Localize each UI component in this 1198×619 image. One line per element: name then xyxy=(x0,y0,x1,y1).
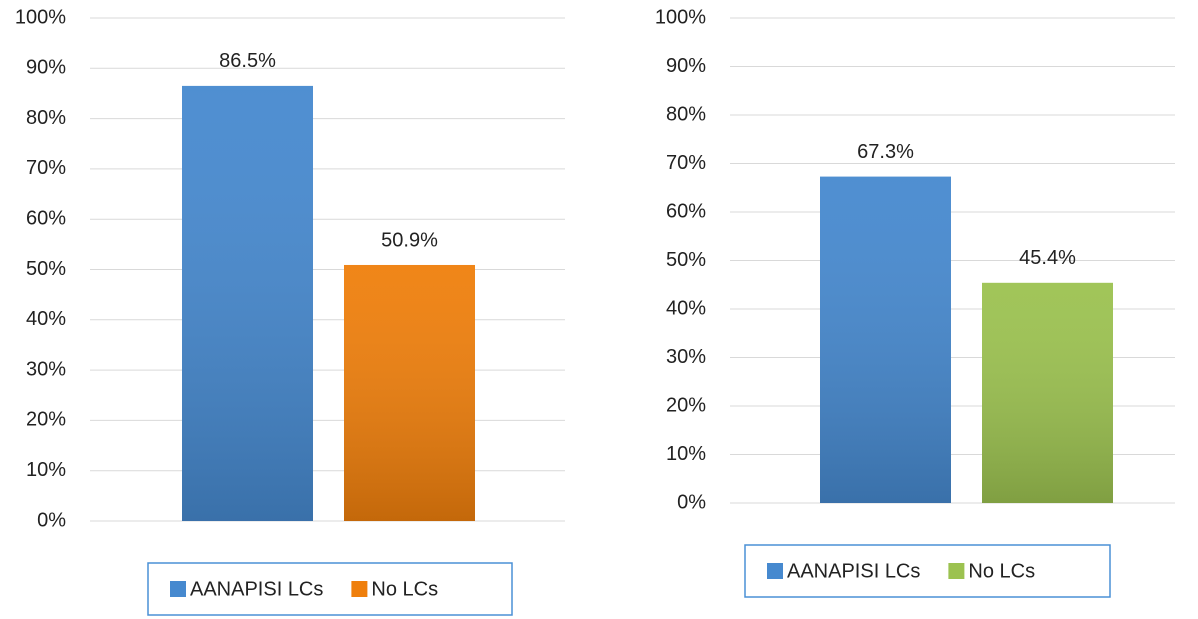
y-tick-label: 70% xyxy=(26,157,66,179)
y-tick-label: 90% xyxy=(26,57,66,79)
legend-label: AANAPISI LCs xyxy=(190,578,323,600)
y-tick-label: 0% xyxy=(677,491,706,513)
legend-label: No LCs xyxy=(968,560,1035,582)
y-tick-label: 20% xyxy=(666,394,706,416)
legend-box xyxy=(147,562,513,616)
data-label: 67.3% xyxy=(857,141,914,163)
legend-swatch xyxy=(170,581,186,597)
y-tick-label: 60% xyxy=(26,207,66,229)
legend-label: No LCs xyxy=(371,578,438,600)
y-tick-label: 100% xyxy=(15,6,66,28)
y-tick-label: 100% xyxy=(655,6,706,28)
y-tick-label: 60% xyxy=(666,200,706,222)
y-tick-label: 40% xyxy=(26,308,66,330)
data-label: 50.9% xyxy=(381,229,438,251)
y-tick-label: 40% xyxy=(666,297,706,319)
y-tick-label: 50% xyxy=(26,258,66,280)
y-tick-label: 80% xyxy=(26,107,66,129)
y-tick-label: 10% xyxy=(666,443,706,465)
y-tick-label: 10% xyxy=(26,459,66,481)
legend-box xyxy=(744,544,1111,598)
y-tick-label: 80% xyxy=(666,103,706,125)
y-tick-label: 90% xyxy=(666,55,706,77)
y-tick-label: 50% xyxy=(666,249,706,271)
legend-label: AANAPISI LCs xyxy=(787,560,920,582)
legend-swatch xyxy=(351,581,368,597)
bar-shade xyxy=(820,176,951,503)
y-tick-label: 30% xyxy=(26,358,66,380)
y-tick-label: 20% xyxy=(26,409,66,431)
bar-shade xyxy=(182,85,313,521)
bar-shade xyxy=(982,282,1113,503)
y-tick-label: 70% xyxy=(666,152,706,174)
legend-swatch xyxy=(767,563,783,579)
legend-swatch xyxy=(948,563,965,579)
data-label: 45.4% xyxy=(1019,247,1076,269)
bar-shade xyxy=(344,264,475,521)
data-label: 86.5% xyxy=(219,50,276,72)
y-tick-label: 0% xyxy=(37,509,66,531)
y-tick-label: 30% xyxy=(666,346,706,368)
